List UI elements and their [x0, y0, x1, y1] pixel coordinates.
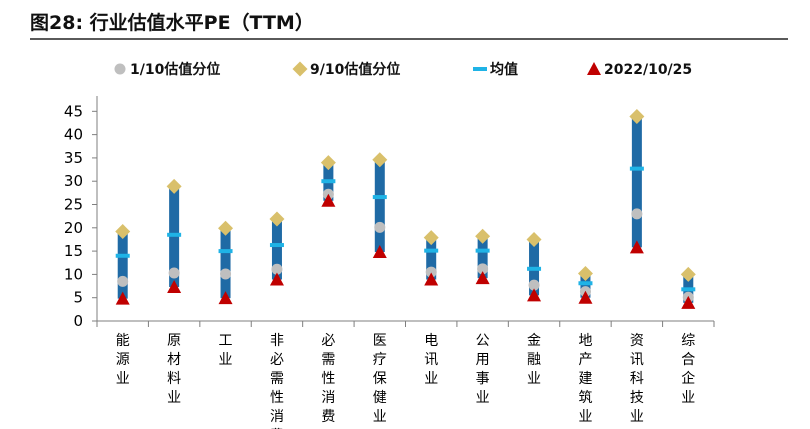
x-tick-label: 电讯业 — [424, 333, 438, 387]
legend-label: 均值 — [490, 61, 518, 78]
x-tick-label: 地产建筑业 — [578, 333, 592, 425]
point-diamond — [320, 155, 336, 171]
legend-marker-diamond — [292, 61, 308, 77]
legend-marker-triangle — [587, 62, 601, 75]
legend-marker-dash — [473, 67, 487, 71]
legend-label: 9/10估值分位 — [310, 61, 400, 78]
x-tick-label: 资讯科技业 — [630, 333, 644, 425]
y-tick-label: 40 — [64, 126, 83, 144]
figure-title: 图28: 行业估值水平PE（TTM） — [30, 12, 314, 34]
point-circle — [117, 275, 129, 287]
y-tick-label: 45 — [64, 102, 83, 120]
y-tick-label: 30 — [64, 172, 83, 190]
point-diamond — [680, 266, 696, 282]
range-bar — [374, 159, 385, 253]
x-tick-label: 必需性消费 — [321, 333, 335, 425]
range-bar — [271, 218, 282, 280]
point-diamond — [475, 228, 491, 244]
point-triangle — [424, 272, 439, 286]
point-circle — [220, 268, 232, 280]
point-diamond — [166, 178, 182, 194]
x-tick-label: 非必需性消费 — [270, 333, 284, 429]
point-dash — [321, 179, 336, 184]
point-dash — [115, 253, 130, 258]
point-circle — [477, 263, 489, 275]
legend-label: 1/10估值分位 — [130, 61, 220, 78]
x-tick-label: 医疗保健业 — [373, 333, 387, 425]
x-tick-label: 能源业 — [116, 333, 130, 387]
point-diamond — [372, 152, 388, 168]
point-triangle — [681, 295, 696, 309]
range-bar — [580, 273, 591, 298]
point-dash — [218, 249, 233, 254]
x-tick-label: 工业 — [219, 333, 233, 368]
point-triangle — [115, 291, 130, 305]
point-circle — [528, 279, 540, 291]
range-bar — [477, 236, 488, 279]
title-rule — [30, 38, 788, 40]
y-tick-label: 20 — [64, 219, 83, 237]
point-triangle — [218, 291, 233, 305]
range-bar — [220, 228, 231, 299]
y-tick-label: 35 — [64, 149, 83, 167]
point-diamond — [423, 230, 439, 246]
point-dash — [372, 195, 387, 200]
x-tick-label: 综合企业 — [681, 333, 695, 406]
range-bar — [426, 237, 437, 280]
x-axis: 能源业 原材料业 工业 非必需性消费 必需性消费 医疗保健业 电讯业 公用事业 金融业 地产建筑业… — [96, 320, 715, 429]
point-diamond — [115, 224, 131, 240]
range-bar — [631, 116, 642, 248]
y-axis: 0 5 10 15 20 25 30 35 40 45 — [64, 96, 98, 330]
x-tick-label: 原材料业 — [167, 333, 181, 406]
legend-label: 2022/10/25 — [604, 62, 692, 78]
point-diamond — [218, 220, 234, 236]
point-circle — [631, 208, 643, 220]
point-triangle — [321, 193, 336, 207]
x-tick-label: 公用事业 — [476, 333, 490, 406]
point-circle — [425, 266, 437, 278]
point-dash — [475, 248, 490, 253]
point-dash — [167, 232, 182, 237]
point-triangle — [372, 245, 387, 259]
plot-area — [115, 108, 696, 309]
point-triangle — [629, 240, 644, 254]
y-tick-label: 5 — [73, 289, 83, 307]
point-dash — [578, 281, 593, 286]
point-circle — [168, 267, 180, 279]
point-triangle — [527, 288, 542, 302]
y-tick-label: 0 — [73, 312, 83, 330]
point-triangle — [167, 279, 182, 293]
point-dash — [527, 266, 542, 271]
point-dash — [424, 248, 439, 253]
point-diamond — [269, 211, 285, 227]
point-circle — [271, 263, 283, 275]
point-triangle — [578, 290, 593, 304]
range-bar — [117, 231, 128, 299]
point-circle — [374, 221, 386, 233]
legend-marker-circle — [114, 63, 126, 75]
point-dash — [681, 287, 696, 292]
chart-legend: 1/10估值分位 9/10估值分位 均值 2022/10/25 — [114, 61, 692, 78]
point-diamond — [577, 265, 593, 281]
y-tick-label: 25 — [64, 196, 83, 214]
point-triangle — [269, 272, 284, 286]
point-dash — [629, 166, 644, 171]
x-tick-label: 金融业 — [527, 333, 541, 387]
point-triangle — [475, 271, 490, 285]
point-dash — [269, 243, 284, 248]
point-diamond — [629, 108, 645, 124]
y-tick-label: 15 — [64, 242, 83, 260]
point-diamond — [526, 231, 542, 247]
y-tick-label: 10 — [64, 265, 83, 283]
